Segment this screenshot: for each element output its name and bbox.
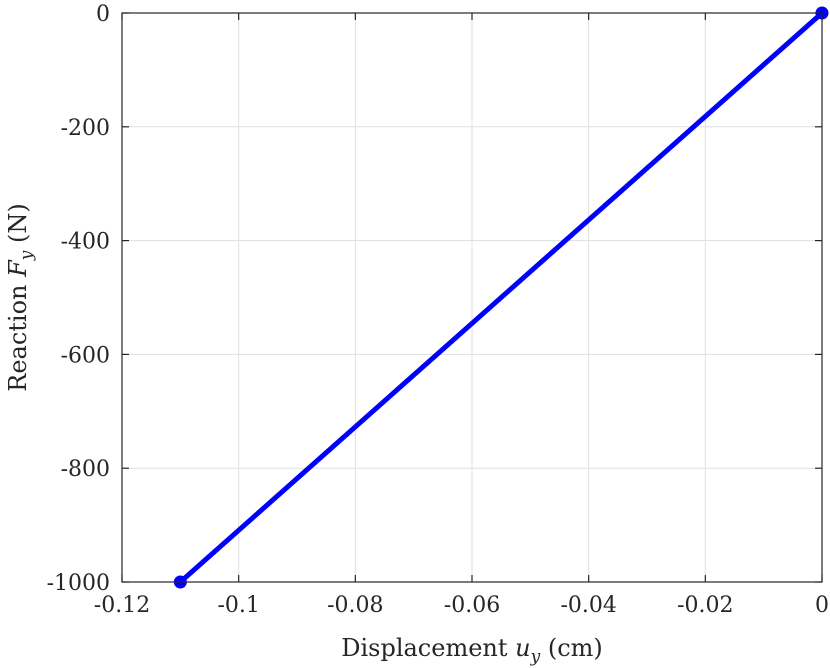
y-tick-label: -800 — [61, 457, 110, 482]
x-axis-label: Displacement uy (cm) — [341, 634, 603, 667]
series-layer — [173, 6, 829, 589]
x-tick-label: -0.08 — [327, 593, 383, 618]
y-axis-label: Reaction Fy (N) — [4, 203, 37, 392]
y-tick-label: -200 — [61, 116, 110, 141]
tick-labels: -0.12 -0.1 -0.08 -0.06 -0.04 -0.02 0 -1000 -800 -… — [47, 2, 829, 618]
grid — [121, 12, 823, 583]
x-tick-label: -0.02 — [677, 593, 733, 618]
y-tick-label: -400 — [61, 230, 110, 255]
y-tick-label: 0 — [96, 2, 110, 27]
x-tick-label: -0.06 — [444, 593, 500, 618]
y-tick-label: -1000 — [47, 571, 110, 596]
series-line — [177, 10, 825, 585]
x-tick-label: 0 — [815, 593, 829, 618]
ticks — [121, 12, 823, 583]
y-tick-label: -600 — [61, 343, 110, 368]
x-tick-label: -0.04 — [560, 593, 616, 618]
x-tick-label: -0.12 — [94, 593, 150, 618]
x-tick-label: -0.1 — [217, 593, 259, 618]
